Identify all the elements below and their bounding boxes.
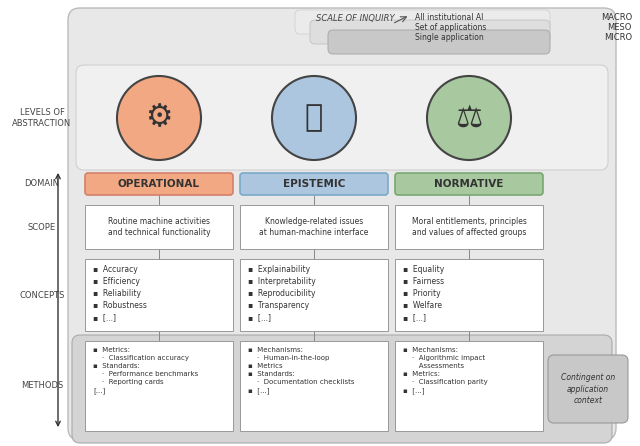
Text: MACRO: MACRO [601, 13, 632, 22]
Text: SCOPE: SCOPE [28, 223, 56, 231]
Text: LEVELS OF
ABSTRACTION: LEVELS OF ABSTRACTION [12, 107, 72, 128]
Text: Moral entitlements, principles
and values of affected groups: Moral entitlements, principles and value… [412, 217, 527, 237]
Text: ▪  Metrics:
    ·  Classification accuracy
▪  Standards:
    ·  Performance benc: ▪ Metrics: · Classification accuracy ▪ S… [93, 347, 198, 394]
Bar [395, 341, 543, 431]
Bar [240, 341, 388, 431]
Text: Knowledge-related issues
at human-machine interface: Knowledge-related issues at human-machin… [259, 217, 369, 237]
FancyBboxPatch shape [548, 355, 628, 423]
Text: Set of applications: Set of applications [415, 24, 486, 33]
Text: ⚖: ⚖ [455, 103, 483, 132]
Bar [85, 205, 233, 249]
Text: MESO: MESO [607, 24, 632, 33]
Text: Contingent on
application
context: Contingent on application context [561, 373, 615, 405]
FancyBboxPatch shape [85, 173, 233, 195]
Text: ▪  Accuracy
▪  Efficiency
▪  Reliability
▪  Robustness
▪  [...]: ▪ Accuracy ▪ Efficiency ▪ Reliability ▪ … [93, 265, 147, 322]
Text: NORMATIVE: NORMATIVE [435, 179, 504, 189]
Text: Single application: Single application [415, 33, 484, 42]
FancyBboxPatch shape [68, 8, 616, 440]
Bar [85, 341, 233, 431]
Text: CONCEPTS: CONCEPTS [19, 290, 65, 300]
Text: ⚙: ⚙ [145, 103, 173, 132]
Bar [395, 205, 543, 249]
Text: All institutional AI: All institutional AI [415, 13, 483, 22]
Bar [240, 259, 388, 331]
Text: 🔍: 🔍 [305, 103, 323, 132]
FancyBboxPatch shape [295, 10, 550, 34]
Circle shape [427, 76, 511, 160]
Text: ▪  Explainability
▪  Interpretability
▪  Reproducibility
▪  Transparency
▪  [...: ▪ Explainability ▪ Interpretability ▪ Re… [248, 265, 316, 322]
Text: OPERATIONAL: OPERATIONAL [118, 179, 200, 189]
Text: ▪  Mechanisms:
    ·  Human-in-the-loop
▪  Metrics
▪  Standards:
    ·  Document: ▪ Mechanisms: · Human-in-the-loop ▪ Metr… [248, 347, 355, 394]
Bar [85, 259, 233, 331]
Text: METHODS: METHODS [21, 380, 63, 389]
Text: Routine machine activities
and technical functionality: Routine machine activities and technical… [108, 217, 211, 237]
Circle shape [272, 76, 356, 160]
Text: MICRO: MICRO [604, 33, 632, 42]
Text: ▪  Equality
▪  Fairness
▪  Priority
▪  Welfare
▪  [...]: ▪ Equality ▪ Fairness ▪ Priority ▪ Welfa… [403, 265, 444, 322]
FancyBboxPatch shape [240, 173, 388, 195]
FancyBboxPatch shape [72, 335, 612, 443]
FancyBboxPatch shape [310, 20, 550, 44]
FancyBboxPatch shape [328, 30, 550, 54]
FancyBboxPatch shape [395, 173, 543, 195]
FancyBboxPatch shape [76, 65, 608, 170]
Text: SCALE OF INQUIRY: SCALE OF INQUIRY [316, 13, 394, 22]
Bar [395, 259, 543, 331]
Text: EPISTEMIC: EPISTEMIC [283, 179, 345, 189]
Text: DOMAIN: DOMAIN [24, 179, 60, 189]
Text: ▪  Mechanisms:
    ·  Algorithmic impact
       Assessments
▪  Metrics:
    ·  C: ▪ Mechanisms: · Algorithmic impact Asses… [403, 347, 488, 394]
Circle shape [117, 76, 201, 160]
Bar [240, 205, 388, 249]
